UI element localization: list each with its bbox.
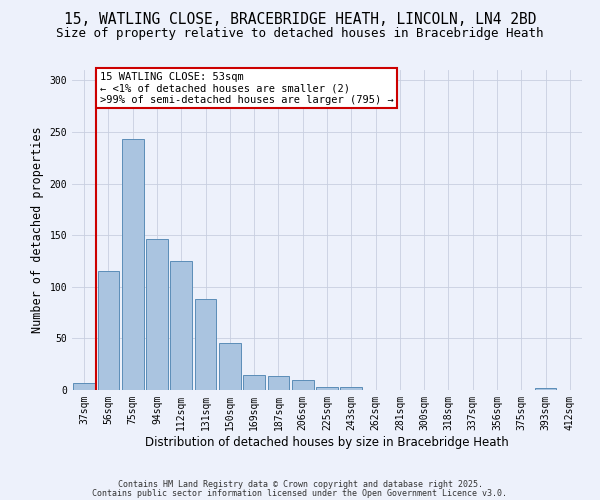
Bar [316, 387, 338, 390]
Text: Contains public sector information licensed under the Open Government Licence v3: Contains public sector information licen… [92, 489, 508, 498]
Y-axis label: Number of detached properties: Number of detached properties [31, 126, 44, 334]
Bar [292, 380, 314, 390]
Text: 15 WATLING CLOSE: 53sqm
← <1% of detached houses are smaller (2)
>99% of semi-de: 15 WATLING CLOSE: 53sqm ← <1% of detache… [100, 72, 394, 105]
Bar [122, 139, 143, 390]
X-axis label: Distribution of detached houses by size in Bracebridge Heath: Distribution of detached houses by size … [145, 436, 509, 448]
Bar [243, 374, 265, 390]
Bar [97, 272, 119, 390]
Bar [268, 376, 289, 390]
Bar [170, 261, 192, 390]
Bar [146, 240, 168, 390]
Bar [535, 388, 556, 390]
Bar [219, 342, 241, 390]
Text: Contains HM Land Registry data © Crown copyright and database right 2025.: Contains HM Land Registry data © Crown c… [118, 480, 482, 489]
Bar [73, 383, 95, 390]
Text: Size of property relative to detached houses in Bracebridge Heath: Size of property relative to detached ho… [56, 28, 544, 40]
Bar [340, 387, 362, 390]
Text: 15, WATLING CLOSE, BRACEBRIDGE HEATH, LINCOLN, LN4 2BD: 15, WATLING CLOSE, BRACEBRIDGE HEATH, LI… [64, 12, 536, 28]
Bar [194, 299, 217, 390]
